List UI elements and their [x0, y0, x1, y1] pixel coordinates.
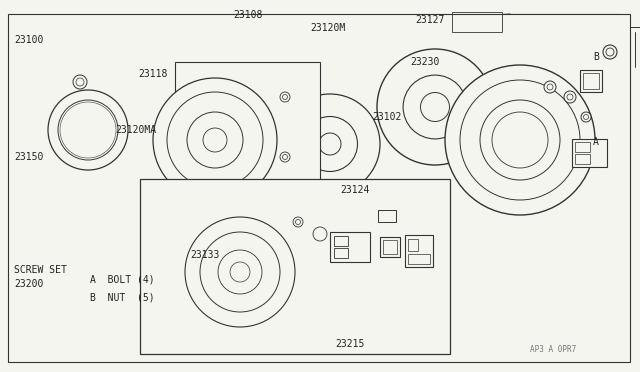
- Circle shape: [313, 227, 327, 241]
- Circle shape: [61, 103, 115, 157]
- Bar: [175, 62, 320, 207]
- Circle shape: [282, 94, 287, 99]
- Circle shape: [280, 182, 290, 192]
- Circle shape: [230, 262, 250, 282]
- Circle shape: [203, 128, 227, 152]
- Circle shape: [403, 75, 467, 139]
- Circle shape: [584, 115, 589, 119]
- Circle shape: [606, 48, 614, 56]
- Circle shape: [460, 80, 580, 200]
- Circle shape: [547, 84, 553, 90]
- Text: 23133: 23133: [190, 250, 220, 260]
- Bar: [330, 232, 370, 262]
- Circle shape: [480, 100, 560, 180]
- Bar: [575, 154, 590, 164]
- Circle shape: [282, 154, 287, 160]
- Circle shape: [60, 102, 116, 158]
- Bar: [583, 73, 599, 89]
- Circle shape: [303, 116, 358, 171]
- Circle shape: [73, 75, 87, 89]
- Text: A  BOLT (4): A BOLT (4): [90, 274, 155, 284]
- Text: B: B: [593, 52, 599, 62]
- Bar: [572, 139, 607, 167]
- Circle shape: [185, 217, 295, 327]
- Circle shape: [167, 92, 263, 188]
- Circle shape: [200, 232, 280, 312]
- Bar: [580, 70, 602, 92]
- Circle shape: [492, 112, 548, 168]
- Circle shape: [153, 78, 277, 202]
- Circle shape: [48, 90, 128, 170]
- Text: A: A: [593, 137, 599, 147]
- Bar: [140, 179, 450, 354]
- Circle shape: [58, 100, 118, 160]
- Bar: [334, 248, 348, 258]
- Text: 23215: 23215: [335, 339, 364, 349]
- Text: 23108: 23108: [233, 10, 262, 20]
- Text: 23118: 23118: [138, 69, 168, 79]
- Bar: [383, 240, 397, 254]
- Circle shape: [564, 91, 576, 103]
- Text: 23100: 23100: [14, 35, 44, 45]
- Circle shape: [66, 108, 110, 152]
- Text: AP3 A 0PR7: AP3 A 0PR7: [530, 346, 576, 355]
- Text: 23127: 23127: [415, 15, 444, 25]
- Bar: [408, 254, 430, 264]
- Bar: [378, 210, 396, 222]
- Text: 23200: 23200: [14, 279, 44, 289]
- Bar: [408, 239, 418, 251]
- Text: SCREW SET: SCREW SET: [14, 265, 67, 275]
- Text: 23230: 23230: [410, 57, 440, 67]
- Circle shape: [280, 94, 380, 194]
- Bar: [405, 235, 433, 267]
- Circle shape: [512, 132, 528, 148]
- Text: 23120MA: 23120MA: [115, 125, 156, 135]
- Circle shape: [65, 106, 111, 154]
- Circle shape: [567, 94, 573, 100]
- Circle shape: [187, 112, 243, 168]
- Circle shape: [445, 65, 595, 215]
- Circle shape: [280, 92, 290, 102]
- Bar: [334, 236, 348, 246]
- Circle shape: [603, 45, 617, 59]
- Bar: [452, 12, 502, 32]
- Text: 23150: 23150: [14, 152, 44, 162]
- Bar: [575, 142, 590, 152]
- Circle shape: [502, 122, 538, 158]
- Circle shape: [293, 217, 303, 227]
- Bar: [380, 237, 400, 257]
- Circle shape: [544, 81, 556, 93]
- Circle shape: [280, 152, 290, 162]
- Circle shape: [296, 219, 301, 224]
- Circle shape: [76, 78, 84, 86]
- Circle shape: [581, 112, 591, 122]
- Text: 23120M: 23120M: [310, 23, 345, 33]
- Text: 23124: 23124: [340, 185, 369, 195]
- Text: 23102: 23102: [372, 112, 401, 122]
- Circle shape: [63, 105, 113, 155]
- Circle shape: [282, 185, 287, 189]
- Circle shape: [420, 93, 449, 122]
- Text: B  NUT  (5): B NUT (5): [90, 292, 155, 302]
- Circle shape: [377, 49, 493, 165]
- Circle shape: [80, 122, 96, 138]
- Circle shape: [70, 112, 106, 148]
- Circle shape: [218, 250, 262, 294]
- Circle shape: [319, 133, 341, 155]
